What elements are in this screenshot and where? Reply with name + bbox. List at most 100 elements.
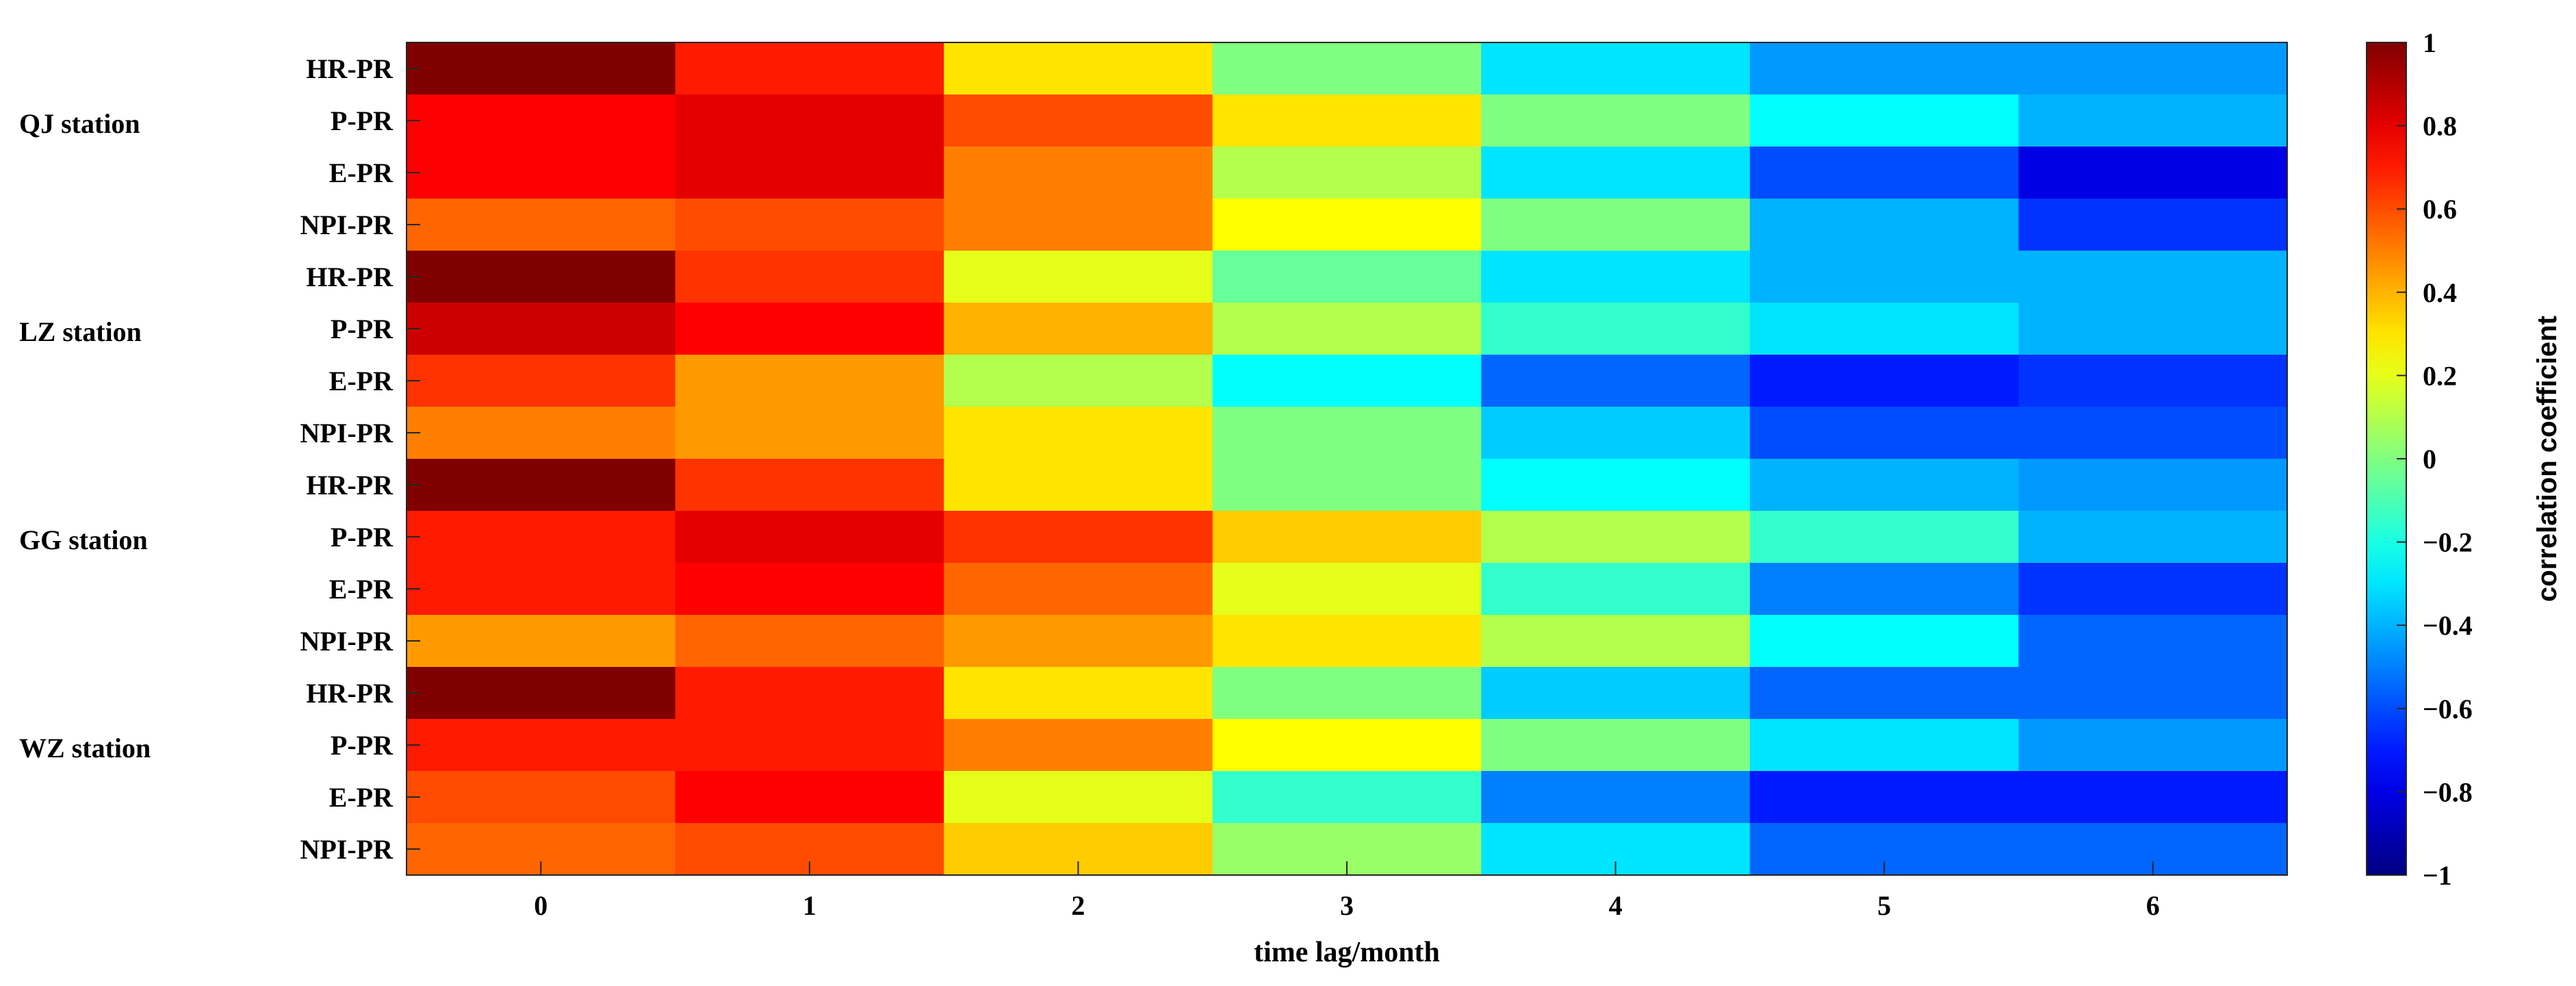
heatmap-cell: [1749, 407, 2020, 459]
heatmap-cell: [2018, 303, 2288, 355]
heatmap-cell: [1749, 667, 2020, 720]
colorbar-tick-label: 0: [2423, 444, 2436, 475]
station-label: QJ station: [19, 108, 140, 139]
heatmap-cell: [1749, 771, 2020, 824]
row-label: HR-PR: [306, 678, 394, 709]
heatmap-cell: [1481, 719, 1751, 772]
row-label: E-PR: [329, 366, 394, 396]
heatmap-cell: [407, 615, 676, 668]
heatmap-cell: [2018, 199, 2288, 251]
heatmap-cell: [1481, 355, 1751, 407]
row-label: NPI-PR: [300, 834, 394, 865]
heatmap-cell: [1481, 147, 1751, 199]
group-labels: QJ station LZ station GG station WZ station: [19, 108, 151, 763]
row-label: HR-PR: [306, 470, 394, 501]
heatmap-cell: [675, 147, 944, 199]
heatmap-cell: [1481, 303, 1751, 355]
heatmap-cell: [1212, 563, 1482, 616]
station-label: GG station: [19, 524, 148, 555]
heatmap-cell: [675, 94, 944, 147]
heatmap-cell: [944, 771, 1213, 824]
x-tick-label: 5: [1877, 890, 1891, 921]
heatmap-cell: [675, 303, 944, 355]
heatmap-cell: [1749, 459, 2020, 511]
heatmap-cell: [407, 771, 676, 824]
heatmap-cell: [675, 511, 944, 564]
heatmap-cell: [2018, 94, 2288, 147]
heatmap-cell: [407, 667, 676, 720]
heatmap-cell: [944, 251, 1213, 303]
heatmap-cell: [675, 251, 944, 303]
row-label: E-PR: [329, 157, 394, 188]
heatmap-cell: [1212, 199, 1482, 251]
heatmap-cell: [944, 355, 1213, 407]
heatmap-cell: [1481, 615, 1751, 668]
x-tick-label: 3: [1340, 890, 1354, 921]
colorbar-tick-label: 1: [2423, 27, 2436, 58]
heatmap-cell: [1481, 94, 1751, 147]
heatmap-cell: [944, 563, 1213, 616]
heatmap-cell: [1481, 511, 1751, 564]
heatmap-cell: [1481, 42, 1751, 95]
x-tick-label: 2: [1071, 890, 1085, 921]
heatmap-cell: [1749, 563, 2020, 616]
heatmap-cell: [1481, 199, 1751, 251]
colorbar-tick-label: −0.4: [2423, 610, 2473, 641]
row-label: P-PR: [331, 105, 394, 136]
heatmap-cell: [1749, 719, 2020, 772]
row-label: NPI-PR: [300, 626, 394, 657]
heatmap-cell: [944, 407, 1213, 459]
heatmap-cell: [944, 199, 1213, 251]
heatmap-cell: [944, 511, 1213, 564]
x-axis-label: time lag/month: [1254, 937, 1440, 968]
heatmap-cell: [1481, 251, 1751, 303]
heatmap-cell: [675, 719, 944, 772]
row-label: E-PR: [329, 574, 394, 605]
heatmap-cell: [1749, 147, 2020, 199]
heatmap-cell: [675, 615, 944, 668]
heatmap-cell: [1749, 355, 2020, 407]
heatmap-cell: [407, 147, 676, 199]
heatmap-cell: [407, 511, 676, 564]
heatmap-cell: [1212, 94, 1482, 147]
heatmap-cell: [944, 303, 1213, 355]
row-label: P-PR: [331, 522, 394, 553]
station-label: WZ station: [19, 733, 151, 763]
heatmap-cell: [675, 199, 944, 251]
heatmap-cell: [1481, 407, 1751, 459]
x-tick-label: 1: [803, 890, 816, 921]
heatmap-cell: [944, 94, 1213, 147]
heatmap-cell: [1749, 42, 2020, 95]
heatmap-cell: [675, 407, 944, 459]
heatmap-cell: [407, 459, 676, 511]
heatmap-cell: [407, 251, 676, 303]
colorbar-tick-label: −0.2: [2423, 527, 2473, 558]
colorbar-tick-label: 0.6: [2423, 194, 2457, 225]
colorbar-tick-label: −0.8: [2423, 776, 2473, 807]
heatmap-cells: [407, 42, 2288, 876]
heatmap-cell: [407, 563, 676, 616]
heatmap-cell: [1212, 42, 1482, 95]
heatmap-cell: [1481, 771, 1751, 824]
heatmap-cell: [944, 147, 1213, 199]
colorbar-tick-label: 0.8: [2423, 111, 2457, 142]
row-label: HR-PR: [306, 53, 394, 84]
heatmap-cell: [1212, 667, 1482, 720]
row-label: P-PR: [331, 314, 394, 344]
heatmap-cell: [2018, 251, 2288, 303]
heatmap-cell: [407, 407, 676, 459]
heatmap-cell: [2018, 407, 2288, 459]
heatmap-cell: [2018, 719, 2288, 772]
row-label: NPI-PR: [300, 210, 394, 240]
heatmap-cell: [944, 667, 1213, 720]
row-labels: HR-PR P-PR E-PR NPI-PR HR-PR P-PR E-PR NPI-PR HR…: [300, 53, 420, 865]
heatmap-cell: [1481, 563, 1751, 616]
heatmap-cell: [2018, 563, 2288, 616]
heatmap-cell: [2018, 511, 2288, 564]
heatmap-cell: [944, 459, 1213, 511]
heatmap-cell: [675, 355, 944, 407]
heatmap-cell: [1212, 459, 1482, 511]
heatmap-cell: [1212, 355, 1482, 407]
heatmap-cell: [2018, 667, 2288, 720]
